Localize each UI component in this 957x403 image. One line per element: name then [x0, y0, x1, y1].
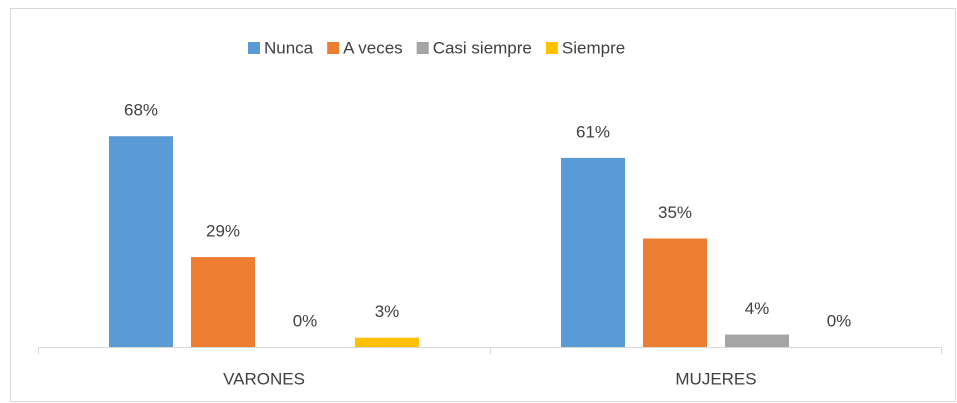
- legend-label: Nunca: [264, 38, 314, 57]
- data-label: 68%: [124, 101, 158, 120]
- data-label: 35%: [658, 203, 692, 222]
- legend-label: Siempre: [562, 38, 625, 57]
- bar: [561, 157, 625, 347]
- legend-swatch: [248, 42, 260, 54]
- data-label: 61%: [576, 122, 610, 141]
- data-label: 0%: [293, 311, 318, 330]
- bar: [109, 136, 173, 347]
- data-label: 4%: [745, 299, 770, 318]
- legend-label: Casi siempre: [433, 38, 532, 57]
- bar: [643, 238, 707, 347]
- x-tick-label: MUJERES: [675, 369, 756, 388]
- data-label: 29%: [206, 222, 240, 241]
- bar: [725, 334, 789, 347]
- x-tick-label: VARONES: [223, 369, 305, 388]
- legend-swatch: [327, 42, 340, 54]
- bar: [191, 257, 255, 347]
- legend-label: A veces: [343, 38, 403, 57]
- data-label: 0%: [827, 311, 852, 330]
- data-label: 3%: [375, 302, 400, 321]
- legend-swatch: [545, 42, 558, 54]
- bar: [355, 337, 419, 347]
- legend-swatch: [416, 42, 429, 54]
